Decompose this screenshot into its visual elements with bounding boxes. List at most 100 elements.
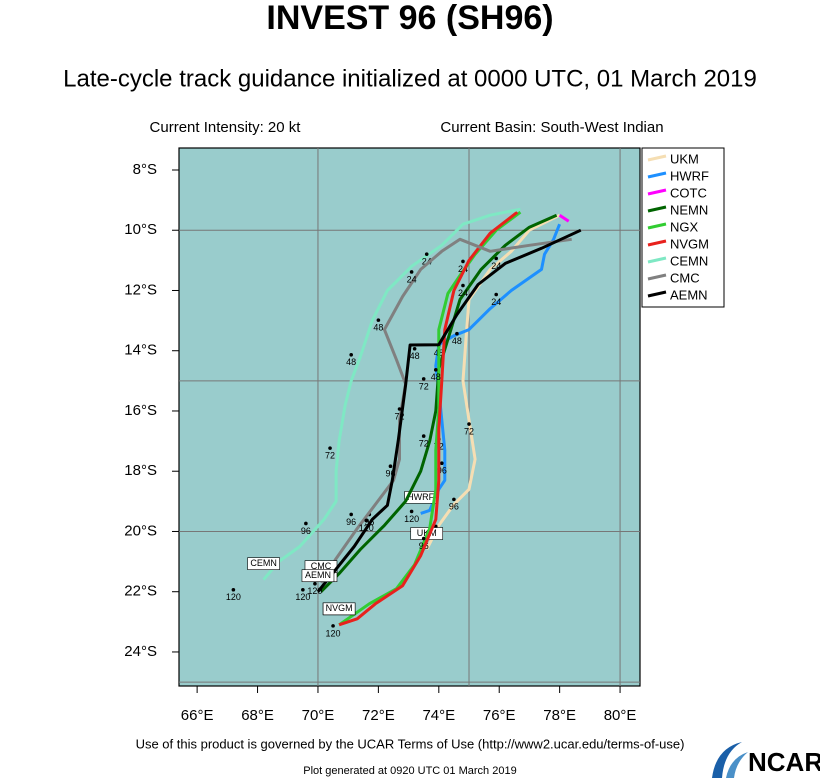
- logo-swoosh: [712, 742, 742, 778]
- tau-dot: [440, 461, 444, 466]
- tau-dot: [364, 518, 369, 523]
- y-tick-label: 10°S: [124, 221, 157, 238]
- tau-label: 24: [422, 257, 432, 267]
- legend-swatch: [647, 205, 667, 213]
- end-label-text: CEMN: [250, 558, 277, 568]
- y-tick-label: 14°S: [124, 342, 157, 359]
- x-tick-label: 76°E: [483, 707, 516, 724]
- legend-swatch: [647, 188, 667, 196]
- legend-label: COTC: [670, 185, 707, 200]
- x-tick-label: 68°E: [241, 707, 274, 724]
- legend-label: UKM: [670, 151, 699, 166]
- tau-label: 48: [410, 351, 420, 361]
- tau-dot: [301, 587, 305, 592]
- y-tick-label: 20°S: [124, 522, 157, 539]
- subtitle: Late-cycle track guidance initialized at…: [63, 65, 757, 92]
- legend-label: AEMN: [670, 287, 708, 302]
- tau-label: 72: [395, 411, 405, 421]
- logo-swoosh: [726, 752, 748, 778]
- tau-dot: [388, 464, 393, 469]
- tau-dot: [412, 346, 417, 351]
- y-tick-label: 8°S: [133, 161, 157, 178]
- tau-label: 120: [226, 592, 241, 602]
- tau-dot: [467, 422, 471, 426]
- tau-dot: [421, 377, 426, 381]
- tau-label: 24: [491, 261, 501, 271]
- tau-label: 72: [325, 451, 335, 461]
- x-tick-label: 78°E: [543, 707, 576, 724]
- x-tick-label: 72°E: [362, 707, 395, 724]
- tau-dot: [349, 352, 353, 357]
- legend-label: CEMN: [670, 253, 708, 268]
- legend-swatch: [647, 154, 667, 162]
- end-label: AEMN: [301, 569, 335, 583]
- tau-dot: [304, 521, 308, 526]
- chart-title: INVEST 96 (SH96): [266, 0, 553, 37]
- tau-dot: [349, 512, 353, 517]
- tau-dot: [452, 497, 456, 502]
- tau-dot: [494, 256, 499, 261]
- legend-label: NVGM: [670, 236, 709, 251]
- generated: Plot generated at 0920 UTC 01 March 2019: [303, 765, 516, 777]
- tau-label: 120: [326, 628, 341, 638]
- x-tick-label: 80°E: [604, 707, 637, 724]
- y-tick-label: 24°S: [124, 643, 157, 660]
- tau-dot: [421, 536, 426, 541]
- legend-swatch: [647, 273, 667, 281]
- tau-dot: [409, 509, 414, 514]
- tau-dot: [376, 318, 381, 322]
- end-label-box: [301, 569, 335, 583]
- plot-area: [178, 147, 641, 687]
- tau-label: 120: [295, 592, 310, 602]
- track-line: [319, 213, 558, 593]
- tau-label: 48: [431, 372, 441, 382]
- end-label-text: HWRF: [407, 492, 434, 502]
- end-label-text: AEMN: [305, 570, 331, 580]
- tau-dot: [231, 587, 236, 592]
- tau-dot: [461, 283, 465, 288]
- track-line: [319, 237, 572, 584]
- legend-swatch: [647, 239, 667, 247]
- tau-dot: [461, 259, 465, 264]
- tau-dot: [328, 446, 332, 450]
- tau-label: 96: [385, 469, 395, 479]
- tau-label: 96: [437, 466, 447, 476]
- end-label-box: [247, 557, 280, 570]
- tau-label: 72: [419, 381, 429, 391]
- tau-label: 96: [449, 502, 459, 512]
- legend-swatch: [647, 256, 667, 264]
- logo-text: NCAR: [748, 747, 820, 777]
- legend: UKM HWRF COTC NEMN NGX NVGM CEMN CMC AEMN: [641, 147, 725, 308]
- tau-dot: [421, 434, 426, 438]
- tau-label: 120: [359, 523, 374, 533]
- tau-label: 72: [464, 426, 474, 436]
- y-tick-label: 22°S: [124, 583, 157, 600]
- tau-label: 120: [307, 586, 322, 596]
- x-tick-label: 74°E: [422, 707, 455, 724]
- legend-swatch: [647, 222, 667, 230]
- tau-label: 120: [404, 514, 419, 524]
- tau-dot: [455, 331, 459, 336]
- track-line: [558, 213, 570, 223]
- x-tick-label: 66°E: [181, 707, 214, 724]
- legend-label: HWRF: [670, 168, 709, 183]
- x-tick-label: 70°E: [302, 707, 335, 724]
- tau-dot: [331, 624, 335, 628]
- tau-dot: [409, 270, 414, 274]
- y-tick-label: 16°S: [124, 402, 157, 419]
- tau-label: 24: [458, 288, 468, 298]
- tau-label: 24: [407, 274, 417, 284]
- tau-label: 48: [452, 336, 462, 346]
- legend-swatch: [647, 171, 667, 179]
- track-line: [316, 228, 582, 593]
- tau-dot: [433, 368, 438, 372]
- legend-label: NGX: [670, 219, 699, 234]
- footer: Use of this product is governed by the U…: [136, 736, 685, 751]
- tau-dot: [397, 407, 402, 411]
- y-tick-label: 18°S: [124, 462, 157, 479]
- tau-label: 96: [301, 526, 311, 536]
- tau-label: 96: [346, 517, 356, 527]
- track-line: [338, 211, 519, 627]
- y-tick-label: 12°S: [124, 281, 157, 298]
- tau-label: 24: [458, 264, 468, 274]
